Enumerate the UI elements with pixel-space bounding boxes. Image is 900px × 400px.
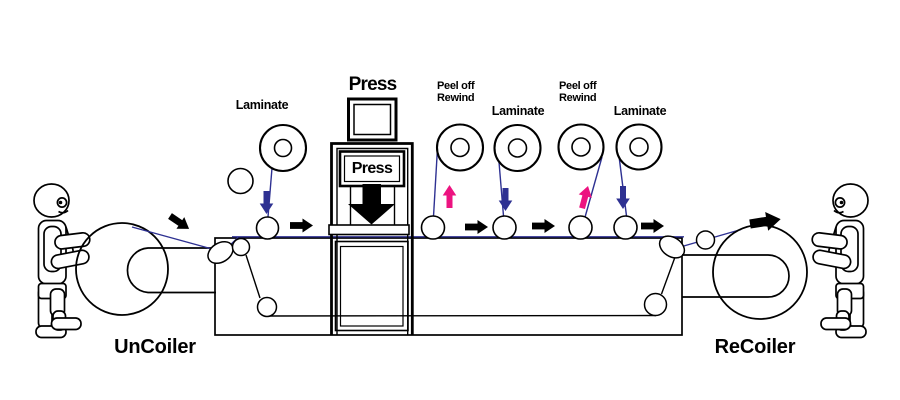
label-uncoiler: UnCoiler <box>114 336 196 358</box>
worker-left-figure <box>33 183 92 339</box>
worker-right-figure <box>810 183 869 339</box>
press-machine <box>328 97 414 335</box>
recoiler-wind-arrow-icon <box>748 209 783 234</box>
peel-off-rewind-station-1 <box>420 123 485 240</box>
label-laminate-3: Laminate <box>613 104 667 118</box>
label-recoiler: ReCoiler <box>714 336 796 358</box>
label-peel-off-rewind-1: Peel off Rewind <box>437 80 475 104</box>
laminate-station-1 <box>227 123 308 240</box>
label-laminate-2: Laminate <box>491 104 545 118</box>
press-ram-arrow <box>348 184 395 225</box>
laminate-station-2 <box>492 123 542 240</box>
label-press-ram: Press <box>351 159 393 177</box>
label-press-title: Press <box>348 74 398 95</box>
guide-rollers <box>207 230 716 265</box>
conveyor-table <box>214 237 683 336</box>
label-peel-off-2-line1: Peel off <box>559 80 597 92</box>
label-laminate-1: Laminate <box>235 98 289 112</box>
peel-off-rewind-station-2 <box>557 123 605 240</box>
uncoiler-roll <box>75 222 216 316</box>
label-peel-off-2-line2: Rewind <box>559 91 597 104</box>
label-peel-off-rewind-2: Peel off Rewind <box>559 80 597 104</box>
label-peel-off-1-line1: Peel off <box>437 80 475 92</box>
laminate-station-3 <box>613 123 663 240</box>
uncoiler-feed-arrow-icon <box>166 210 193 235</box>
label-peel-off-1-line2: Rewind <box>437 91 475 104</box>
